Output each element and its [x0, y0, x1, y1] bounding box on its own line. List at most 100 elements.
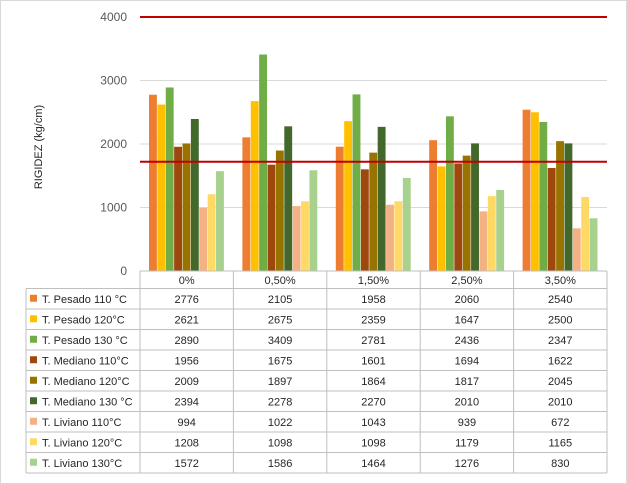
y-tick-label: 4000: [100, 10, 127, 24]
bar: [344, 121, 353, 272]
legend-series-name: T. Pesado 130 °C: [42, 335, 128, 347]
table-value: 1098: [361, 437, 385, 449]
table-value: 2045: [548, 376, 572, 388]
bar: [284, 126, 293, 271]
bar: [581, 197, 590, 271]
table-value: 2890: [174, 335, 198, 347]
table-value: 1572: [174, 458, 198, 470]
bar: [454, 163, 463, 271]
table-value: 2394: [174, 396, 198, 408]
table-value: 1022: [268, 417, 292, 429]
bar: [199, 207, 208, 271]
table-value: 1464: [361, 458, 385, 470]
bar: [556, 141, 564, 271]
bar: [165, 87, 174, 271]
bar: [301, 201, 309, 271]
bar: [182, 143, 191, 271]
bar: [429, 140, 438, 271]
table-value: 2278: [268, 396, 292, 408]
bar: [564, 143, 573, 271]
table-value: 1956: [174, 355, 198, 367]
bar: [352, 94, 361, 272]
x-category-label: 2,50%: [451, 275, 482, 287]
bar: [369, 152, 378, 271]
x-category-label: 0,50%: [264, 275, 295, 287]
table-value: 1179: [455, 437, 479, 449]
bar: [216, 171, 224, 271]
bar: [547, 168, 556, 271]
bar: [190, 118, 199, 271]
table-value: 2347: [548, 335, 572, 347]
legend-swatch: [30, 356, 37, 364]
bar: [157, 104, 166, 271]
bar: [402, 178, 411, 271]
table-value: 2500: [548, 314, 572, 326]
bar: [539, 121, 548, 271]
table-value: 1208: [174, 437, 198, 449]
table-value: 1958: [361, 294, 385, 306]
bar: [471, 143, 479, 271]
table-value: 1675: [268, 355, 292, 367]
table-value: 1817: [455, 376, 479, 388]
legend-series-name: T. Liviano 130°C: [42, 458, 122, 470]
legend-series-name: T. Pesado 110 °C: [42, 294, 127, 306]
table-value: 1276: [455, 458, 479, 470]
table-value: 2060: [455, 294, 479, 306]
legend-swatch: [30, 315, 37, 323]
bar: [360, 169, 369, 271]
table-value: 1897: [268, 376, 292, 388]
table-value: 830: [551, 458, 569, 470]
table-value: 1601: [361, 355, 385, 367]
legend-series-name: T. Mediano 120°C: [42, 376, 130, 388]
bar: [386, 204, 394, 271]
bar: [174, 146, 183, 271]
y-tick-label: 3000: [100, 74, 127, 88]
bar: [275, 150, 284, 271]
bar: [589, 218, 598, 271]
legend-swatch: [30, 335, 37, 343]
bar: [522, 109, 531, 272]
table-value: 2621: [174, 314, 198, 326]
table-value: 1165: [548, 437, 572, 449]
legend-swatch: [30, 417, 37, 425]
table-value: 2781: [361, 335, 385, 347]
table-value: 994: [178, 417, 196, 429]
table-value: 1864: [361, 376, 385, 388]
table-value: 2010: [455, 396, 479, 408]
legend-swatch: [30, 397, 37, 405]
legend-series-name: T. Pesado 120°C: [42, 314, 125, 326]
legend-series-name: T. Mediano 130 °C: [42, 396, 133, 408]
legend-series-name: T. Mediano 110°C: [42, 355, 129, 367]
x-category-label: 0%: [179, 275, 195, 287]
table-value: 1622: [548, 355, 572, 367]
bar: [335, 146, 344, 271]
bar: [437, 166, 446, 271]
table-value: 2776: [174, 294, 198, 306]
table-value: 2675: [268, 314, 292, 326]
bar: [242, 137, 251, 271]
table-value: 2009: [174, 376, 198, 388]
bar: [309, 170, 318, 271]
legend-swatch: [30, 458, 37, 466]
table-value: 2436: [455, 335, 479, 347]
bar: [292, 206, 301, 271]
table-value: 1647: [455, 314, 479, 326]
bar: [250, 101, 259, 271]
x-category-label: 3,50%: [545, 275, 576, 287]
bar: [377, 126, 386, 271]
table-value: 2540: [548, 294, 572, 306]
legend-series-name: T. Liviano 120°C: [42, 437, 122, 449]
table-value: 3409: [268, 335, 292, 347]
table-value: 2359: [361, 314, 385, 326]
bar: [487, 196, 496, 271]
table-value: 1043: [361, 417, 385, 429]
bar: [149, 94, 157, 271]
y-tick-label: 2000: [100, 137, 127, 151]
table-value: 939: [458, 417, 476, 429]
bar: [462, 155, 471, 271]
bar: [394, 201, 403, 271]
table-value: 2010: [548, 396, 572, 408]
legend-series-name: T. Liviano 110°C: [42, 417, 121, 429]
table-value: 1586: [268, 458, 292, 470]
